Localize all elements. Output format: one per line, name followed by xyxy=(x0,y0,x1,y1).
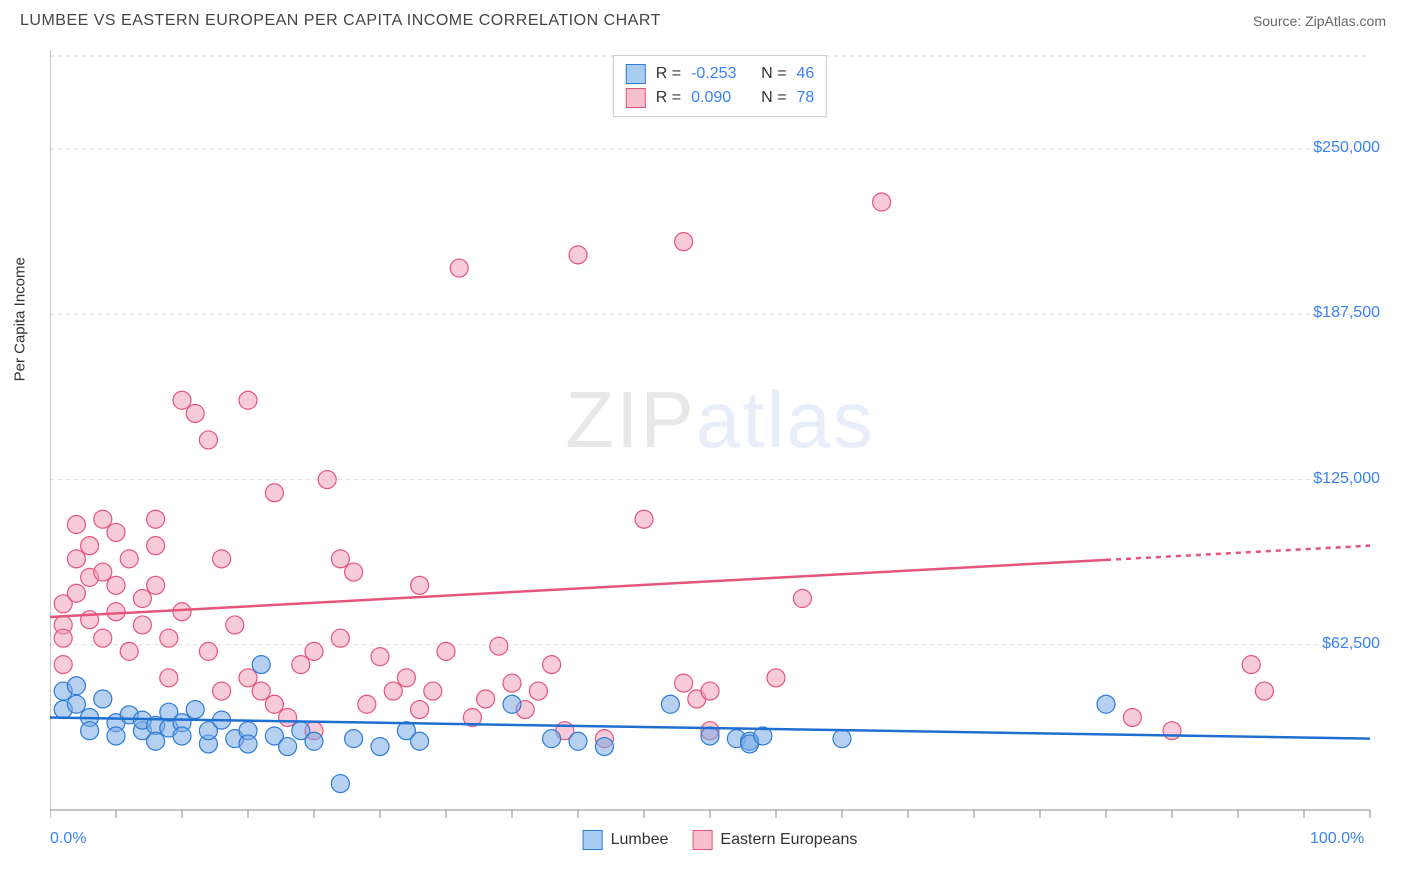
y-tick-label: $250,000 xyxy=(1313,139,1380,157)
legend-row: R =0.090N =78 xyxy=(626,86,814,110)
legend-item: Lumbee xyxy=(583,830,669,850)
legend-swatch xyxy=(583,830,603,850)
chart-title: LUMBEE VS EASTERN EUROPEAN PER CAPITA IN… xyxy=(20,12,661,30)
scatter-plot xyxy=(50,50,1390,820)
chart-container: Per Capita Income ZIPatlas R =-0.253N =4… xyxy=(50,50,1390,820)
legend-label: Eastern Europeans xyxy=(720,831,857,849)
y-tick-label: $125,000 xyxy=(1313,470,1380,488)
legend-swatch xyxy=(692,830,712,850)
y-tick-label: $187,500 xyxy=(1313,304,1380,322)
x-tick-label: 0.0% xyxy=(50,830,86,848)
x-tick-label: 100.0% xyxy=(1310,830,1364,848)
series-legend: Lumbee Eastern Europeans xyxy=(583,830,858,850)
y-axis-label: Per Capita Income xyxy=(12,257,29,381)
correlation-legend: R =-0.253N =46R =0.090N =78 xyxy=(613,55,827,117)
legend-label: Lumbee xyxy=(611,831,669,849)
y-tick-label: $62,500 xyxy=(1322,635,1380,653)
legend-swatch xyxy=(626,88,646,108)
legend-row: R =-0.253N =46 xyxy=(626,62,814,86)
legend-item: Eastern Europeans xyxy=(692,830,857,850)
source-label: Source: ZipAtlas.com xyxy=(1253,13,1386,29)
legend-swatch xyxy=(626,64,646,84)
